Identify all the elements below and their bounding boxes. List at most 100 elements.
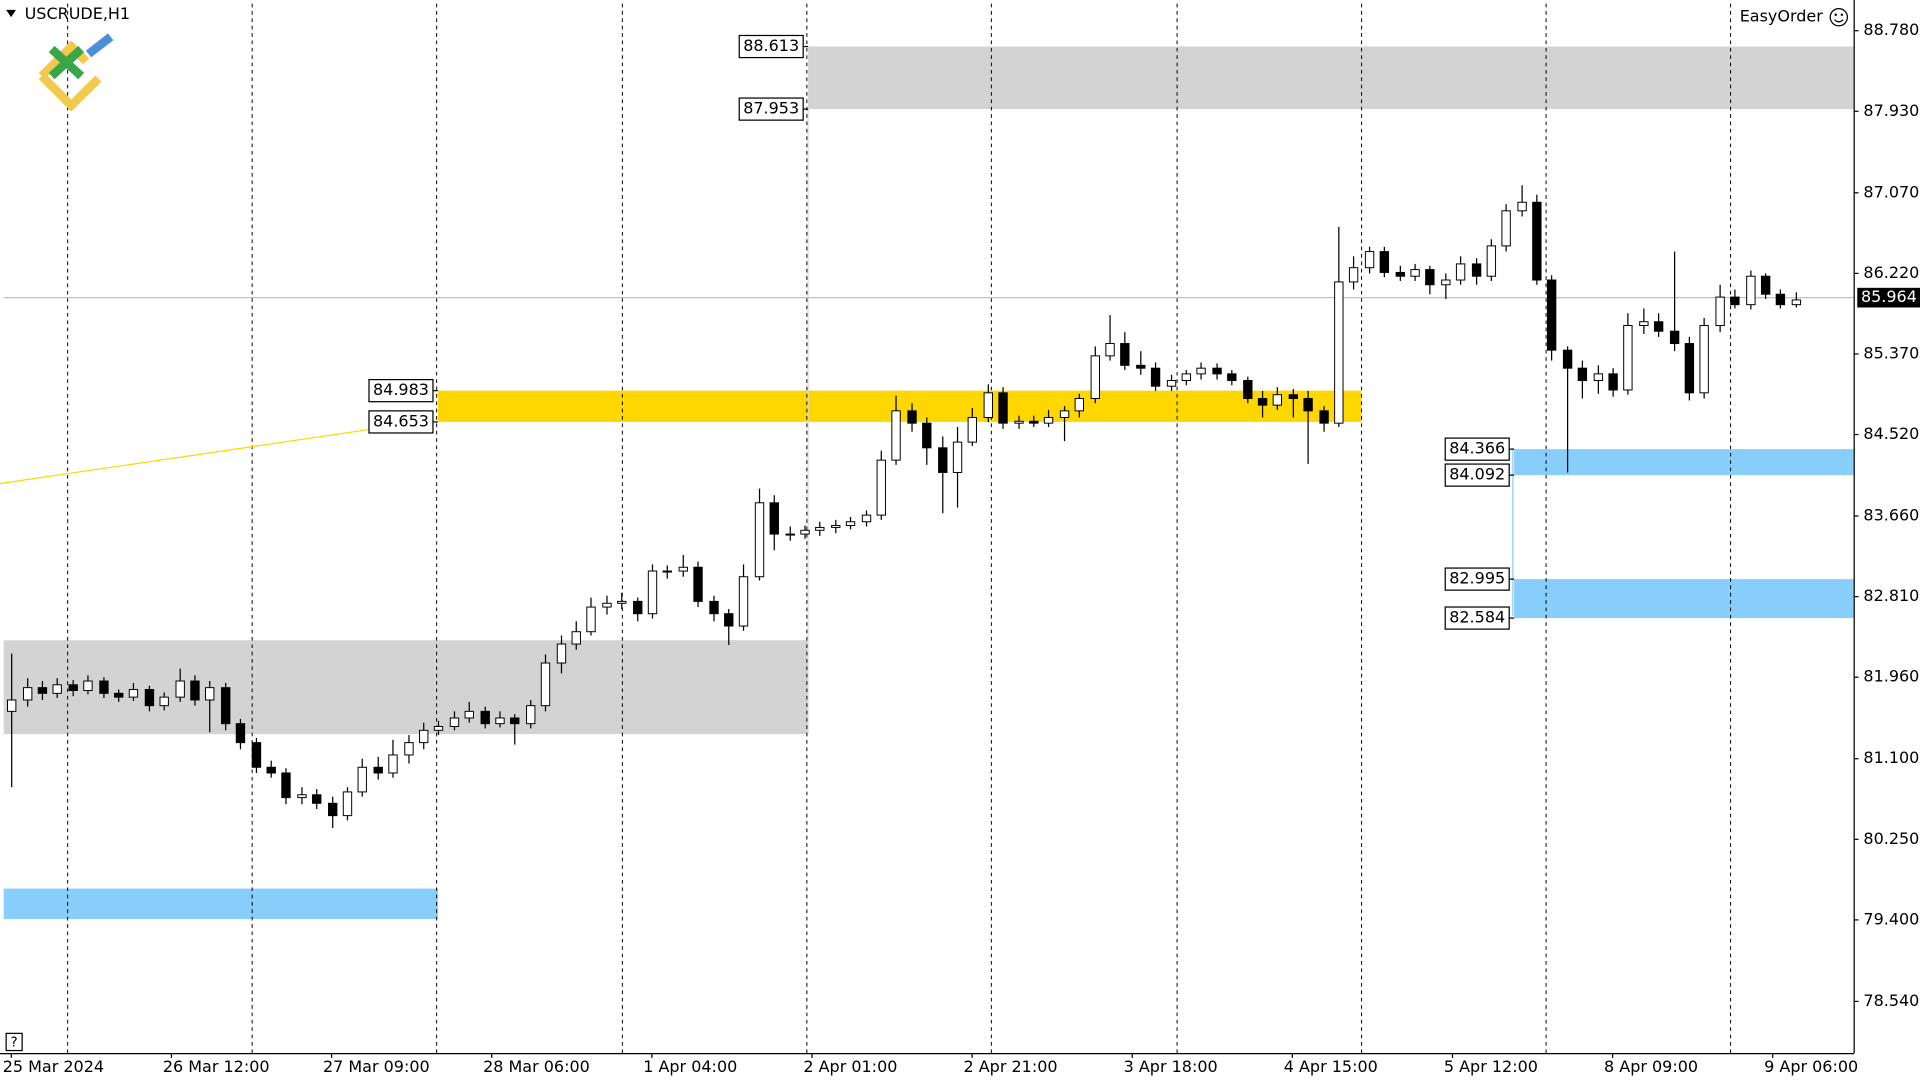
candle-body: [37, 687, 48, 694]
candle-body: [342, 791, 353, 817]
candle-body: [647, 570, 658, 615]
y-tick-label: 87.930: [1863, 101, 1919, 120]
candle-body: [1303, 398, 1313, 412]
smiley-icon: [1829, 7, 1849, 27]
candle-body: [938, 447, 948, 473]
candle-body: [1166, 380, 1177, 387]
candle-body: [1577, 367, 1588, 381]
candle-body: [602, 602, 612, 608]
candle-body: [159, 696, 169, 707]
candle-body: [1059, 410, 1070, 418]
y-tick-label: 85.370: [1863, 343, 1919, 362]
current-price-label: 85.964: [1861, 287, 1917, 306]
zone-label: 84.366: [1449, 439, 1505, 458]
candle-body: [433, 726, 444, 731]
candle-body: [1074, 398, 1084, 412]
candle-body: [1471, 263, 1482, 277]
candle-body: [1791, 299, 1802, 306]
y-tick-label: 88.780: [1863, 20, 1919, 39]
candle-body: [1760, 275, 1771, 295]
candle-body: [678, 566, 688, 572]
candle-body: [1150, 367, 1161, 387]
x-tick-label: 1 Apr 04:00: [643, 1057, 737, 1076]
candle-body: [785, 533, 795, 536]
candle-body: [205, 687, 215, 701]
candle-body: [556, 643, 567, 664]
zone-label: 82.584: [1449, 608, 1505, 627]
candle-body: [1608, 373, 1618, 391]
x-tick-label: 5 Apr 12:00: [1444, 1057, 1538, 1076]
x-tick-label: 28 Mar 06:00: [483, 1057, 590, 1076]
zone: [1514, 579, 1854, 619]
x-tick-label: 26 Mar 12:00: [163, 1057, 270, 1076]
labels: 88.780 87.930 87.070 86.220 85.370 84.520 83.6…: [3, 20, 1920, 1076]
candle-body: [175, 680, 185, 698]
menu-arrow: [6, 9, 16, 18]
candle-body: [495, 717, 505, 725]
candle-body: [235, 723, 246, 744]
current-price-box: [1857, 287, 1920, 308]
candle-body: [1319, 410, 1329, 424]
x-tick-label: 2 Apr 01:00: [803, 1057, 897, 1076]
candle-body: [190, 680, 200, 701]
decorations: [0, 3, 1854, 1053]
candle-body: [1715, 296, 1725, 327]
candle-body: [1257, 398, 1268, 406]
candle-body: [1486, 245, 1497, 277]
candle-body: [83, 680, 93, 691]
x-tick-label: 9 Apr 06:00: [1764, 1057, 1858, 1076]
x-tick-label: 2 Apr 21:00: [963, 1057, 1057, 1076]
candle-body: [1090, 355, 1100, 400]
zone: [808, 46, 1854, 110]
candle-body: [1272, 394, 1283, 406]
candle-body: [510, 717, 520, 725]
y-tick-label: 81.960: [1863, 667, 1919, 686]
candle-body: [312, 794, 322, 804]
logo-stroke: [38, 73, 102, 112]
candle-body: [1227, 373, 1237, 381]
candle-body: [815, 526, 825, 531]
candle-body: [1517, 201, 1527, 212]
x-tick-label: 27 Mar 09:00: [323, 1057, 430, 1076]
panel-label: EasyOrder: [1740, 7, 1824, 26]
candle-body: [1441, 279, 1451, 286]
candle-body: [952, 441, 963, 473]
help-button[interactable]: [5, 1032, 23, 1052]
candle-body: [281, 772, 291, 799]
candle-body: [709, 600, 719, 615]
trend-line: [0, 428, 370, 485]
zone-label: 84.653: [373, 411, 429, 430]
candle-body: [1334, 281, 1344, 424]
candle-body: [1120, 343, 1130, 366]
candle-body: [99, 680, 109, 694]
candle-body: [983, 392, 993, 418]
help-label[interactable]: ?: [11, 1035, 18, 1051]
candle-body: [1684, 343, 1695, 394]
candle-body: [1639, 321, 1649, 327]
y-tick-label: 84.520: [1863, 424, 1919, 443]
candle-body: [526, 705, 536, 725]
candle-body: [6, 699, 17, 712]
candle-body: [480, 710, 490, 725]
zone-label: 88.613: [743, 36, 799, 55]
candle-body: [449, 717, 460, 728]
candle-body: [876, 459, 886, 516]
candle-body: [464, 710, 474, 719]
smiley-eye: [1840, 13, 1844, 16]
logo-stroke: [48, 45, 85, 80]
candle-body: [907, 410, 917, 424]
candle-body: [251, 742, 262, 768]
y-tick-label: 78.540: [1863, 991, 1919, 1010]
zone-label: 84.983: [373, 380, 429, 399]
candle-body: [724, 613, 734, 627]
zone-label: 84.092: [1449, 465, 1505, 484]
candle-body: [128, 689, 139, 698]
candle-body: [586, 606, 596, 633]
candle-body: [1288, 394, 1299, 400]
axes: [0, 0, 1859, 1058]
candle-body: [891, 410, 901, 461]
candle-body: [1105, 343, 1115, 357]
y-tick-label: 86.220: [1863, 263, 1919, 282]
candle-body: [633, 600, 643, 615]
